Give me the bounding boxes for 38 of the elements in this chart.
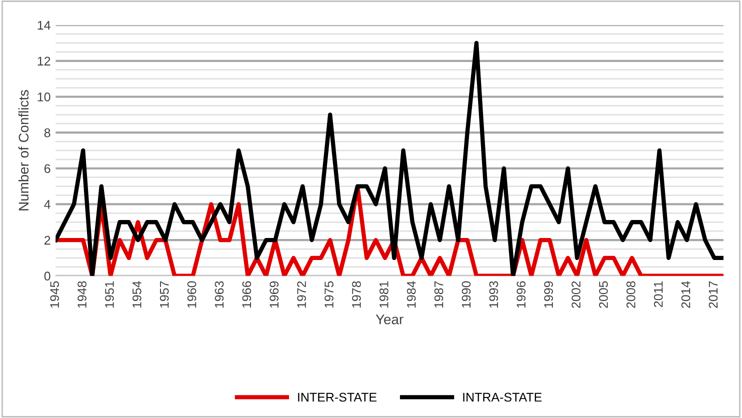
- x-tick-label: 1960: [187, 281, 196, 308]
- x-tick-label: 1996: [516, 281, 526, 308]
- x-tick-label: 2005: [599, 281, 608, 308]
- y-tick-label: 6: [44, 164, 50, 174]
- y-tick-label: 8: [44, 128, 50, 138]
- x-tick-label: 1990: [462, 281, 471, 308]
- x-tick-label: 1951: [105, 281, 114, 308]
- x-tick-label: 1969: [270, 281, 279, 308]
- y-tick-label: 12: [38, 56, 50, 66]
- x-tick-label: 1957: [160, 281, 169, 308]
- x-tick-label: 1999: [544, 281, 553, 308]
- x-tick-label: 1975: [324, 281, 334, 308]
- y-axis-title: Number of Conflicts: [18, 90, 29, 210]
- legend-label: INTER-STATE: [298, 392, 377, 402]
- x-axis-title: Year: [376, 314, 404, 324]
- x-tick-label: 1984: [406, 281, 416, 308]
- legend-label: INTRA-STATE: [463, 392, 542, 402]
- x-tick-label: 2017: [708, 281, 718, 308]
- x-tick-label: 2008: [626, 281, 636, 308]
- y-tick-label: 14: [38, 21, 50, 30]
- y-tick-label: 0: [44, 272, 50, 281]
- x-tick-label: 1993: [489, 281, 498, 308]
- x-tick-label: 1948: [78, 281, 86, 308]
- x-tick-label: 2014: [681, 281, 690, 308]
- x-tick-label: 1981: [379, 281, 388, 308]
- x-tick-label: 1966: [242, 281, 252, 308]
- x-tick-label: 1954: [132, 281, 142, 308]
- x-tick-label: 2011: [654, 281, 663, 307]
- x-tick-label: 1963: [214, 281, 224, 308]
- x-tick-label: 1945: [50, 281, 60, 308]
- x-tick-label: 1978: [352, 281, 361, 308]
- x-tick-label: 1972: [297, 281, 306, 308]
- y-tick-label: 4: [44, 200, 50, 209]
- y-tick-label: 10: [38, 92, 50, 102]
- x-tick-label: 2002: [572, 281, 580, 308]
- y-tick-label: 2: [44, 236, 50, 245]
- x-tick-label: 1987: [434, 281, 444, 308]
- line-series: [56, 40, 724, 276]
